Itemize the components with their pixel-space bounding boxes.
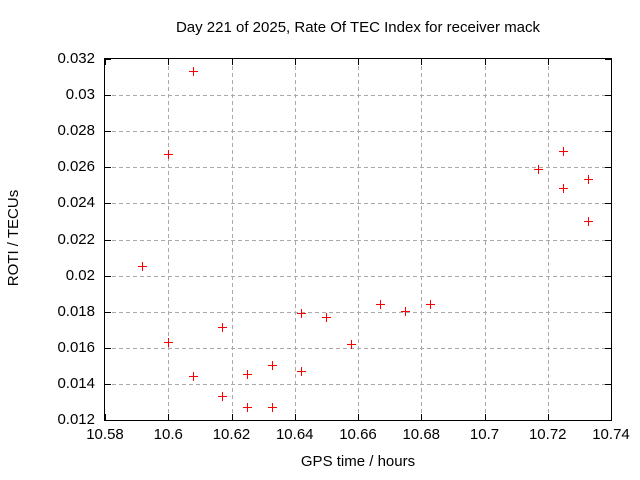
y-tick-mark bbox=[105, 59, 111, 60]
data-point bbox=[426, 299, 436, 309]
data-point bbox=[347, 339, 357, 349]
x-tick-mark bbox=[168, 59, 170, 65]
grid-line-horizontal bbox=[105, 239, 611, 241]
x-tick-mark bbox=[294, 59, 296, 65]
y-tick-mark bbox=[105, 420, 111, 421]
x-tick-label: 10.72 bbox=[528, 426, 567, 443]
x-tick-mark bbox=[294, 414, 296, 420]
data-point bbox=[138, 262, 148, 272]
data-point bbox=[242, 370, 252, 380]
data-point bbox=[217, 392, 227, 402]
x-tick-label: 10.74 bbox=[592, 426, 630, 443]
x-tick-label: 10.66 bbox=[339, 426, 377, 443]
y-tick-label: 0.018 bbox=[57, 302, 95, 320]
data-point bbox=[189, 67, 199, 77]
x-tick-mark bbox=[611, 59, 612, 65]
x-tick-mark bbox=[231, 414, 233, 420]
y-tick-label: 0.03 bbox=[65, 86, 95, 104]
x-tick-mark bbox=[547, 414, 549, 420]
y-tick-mark bbox=[105, 95, 111, 97]
plot-area bbox=[104, 58, 612, 421]
y-tick-mark bbox=[605, 167, 611, 169]
data-point bbox=[242, 402, 252, 412]
x-tick-mark bbox=[358, 59, 359, 65]
data-point bbox=[321, 312, 331, 322]
grid-line-horizontal bbox=[105, 167, 611, 169]
x-tick-mark bbox=[484, 59, 486, 65]
data-point bbox=[296, 366, 306, 376]
y-tick-label: 0.016 bbox=[57, 338, 95, 356]
x-tick-label: 10.6 bbox=[153, 426, 183, 443]
grid-line-horizontal bbox=[105, 275, 611, 277]
x-tick-mark bbox=[358, 414, 359, 420]
x-tick-mark bbox=[547, 59, 549, 65]
data-point bbox=[163, 150, 173, 160]
y-tick-mark bbox=[105, 311, 111, 313]
y-tick-mark bbox=[105, 383, 111, 385]
x-tick-label: 10.62 bbox=[212, 426, 251, 443]
chart-title: Day 221 of 2025, Rate Of TEC Index for r… bbox=[175, 19, 541, 36]
x-tick-label: 10.7 bbox=[469, 426, 500, 443]
y-tick-label: 0.02 bbox=[65, 266, 95, 284]
y-tick-label: 0.026 bbox=[57, 158, 95, 176]
data-point bbox=[559, 184, 569, 194]
y-tick-label: 0.012 bbox=[57, 411, 95, 428]
x-tick-label: 10.68 bbox=[402, 426, 441, 443]
x-tick-mark bbox=[421, 59, 423, 65]
grid-line-horizontal bbox=[105, 383, 611, 385]
y-tick-mark bbox=[105, 347, 111, 349]
data-point bbox=[189, 372, 199, 382]
y-tick-mark bbox=[605, 131, 611, 133]
x-tick-mark bbox=[105, 59, 106, 65]
x-tick-mark bbox=[105, 414, 106, 420]
x-tick-label: 10.58 bbox=[86, 426, 124, 443]
grid-line-horizontal bbox=[105, 311, 611, 313]
y-tick-label: 0.014 bbox=[57, 374, 95, 392]
data-point bbox=[400, 307, 410, 317]
data-point bbox=[163, 337, 173, 347]
grid-line-horizontal bbox=[105, 95, 611, 97]
y-tick-mark bbox=[605, 95, 611, 97]
x-tick-mark bbox=[231, 59, 233, 65]
x-axis-title: GPS time / hours bbox=[300, 453, 416, 470]
grid-line-horizontal bbox=[105, 131, 611, 133]
data-point bbox=[217, 323, 227, 333]
y-tick-mark bbox=[105, 239, 111, 241]
data-point bbox=[533, 164, 543, 174]
data-point bbox=[268, 402, 278, 412]
grid-line-horizontal bbox=[105, 347, 611, 349]
x-tick-mark bbox=[168, 414, 170, 420]
y-tick-mark bbox=[605, 239, 611, 241]
y-tick-mark bbox=[605, 203, 611, 205]
y-tick-mark bbox=[105, 167, 111, 169]
y-tick-mark bbox=[605, 420, 611, 421]
y-tick-mark bbox=[105, 203, 111, 205]
data-point bbox=[296, 309, 306, 318]
y-tick-label: 0.032 bbox=[57, 50, 95, 67]
data-point bbox=[268, 361, 278, 371]
data-point bbox=[584, 216, 594, 226]
data-point bbox=[559, 146, 569, 156]
x-tick-mark bbox=[421, 414, 423, 420]
y-tick-mark bbox=[605, 275, 611, 277]
y-tick-mark bbox=[605, 347, 611, 349]
y-tick-mark bbox=[605, 59, 611, 60]
y-tick-label: 0.024 bbox=[57, 194, 95, 212]
y-tick-mark bbox=[605, 383, 611, 385]
y-tick-mark bbox=[105, 275, 111, 277]
y-tick-label: 0.022 bbox=[57, 230, 95, 248]
y-tick-mark bbox=[105, 131, 111, 133]
grid-line-horizontal bbox=[105, 203, 611, 205]
data-point bbox=[375, 299, 385, 309]
x-tick-mark bbox=[484, 414, 486, 420]
y-tick-label: 0.028 bbox=[57, 122, 95, 140]
y-tick-mark bbox=[605, 311, 611, 313]
x-tick-mark bbox=[611, 414, 612, 420]
x-tick-label: 10.64 bbox=[275, 426, 314, 443]
data-point bbox=[584, 175, 594, 185]
